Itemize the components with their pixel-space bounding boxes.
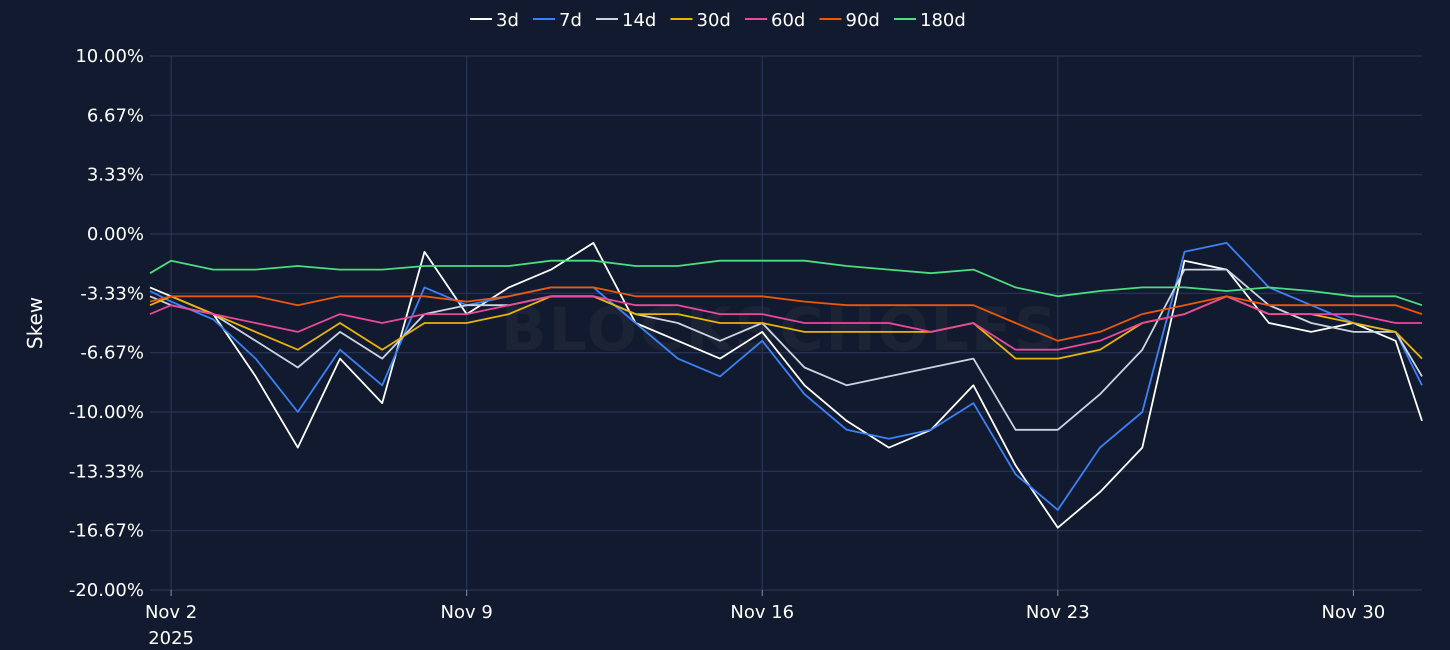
y-axis-label: Skew	[23, 297, 47, 349]
y-axis: 10.00% 6.67% 3.33% 0.00% -3.33% -6.67% -10.00%…	[69, 46, 144, 601]
legend-item-3d[interactable]: 3d	[470, 10, 519, 31]
series-line-14d	[149, 268, 1423, 431]
legend-label: 30d	[697, 10, 731, 31]
legend-item-180d[interactable]: 180d	[894, 10, 966, 31]
legend-label: 180d	[920, 10, 966, 31]
x-tick-label: Nov 2	[145, 602, 197, 623]
legend-label: 60d	[771, 10, 805, 31]
legend-item-14d[interactable]: 14d	[596, 10, 656, 31]
y-tick-label: -6.67%	[80, 343, 144, 364]
series-layer	[149, 241, 1423, 529]
legend-label: 7d	[559, 10, 582, 31]
y-tick-label: 0.00%	[87, 224, 144, 245]
series-line-60d	[149, 295, 1422, 351]
legend-item-60d[interactable]: 60d	[745, 10, 805, 31]
series-line-7d	[149, 241, 1423, 511]
series-line-180d	[149, 259, 1423, 307]
y-tick-label: -13.33%	[69, 461, 144, 482]
legend-item-30d[interactable]: 30d	[670, 10, 731, 31]
y-tick-label: 10.00%	[75, 46, 144, 67]
x-axis: Nov 2 2025 Nov 9 Nov 16 Nov 23 Nov 30	[145, 590, 1385, 649]
x-tick-label: Nov 9	[441, 602, 493, 623]
legend-item-90d[interactable]: 90d	[819, 10, 880, 31]
series-line-3d	[149, 241, 1423, 529]
legend-label: 3d	[496, 10, 519, 31]
y-tick-label: -10.00%	[69, 402, 144, 423]
y-tick-label: -16.67%	[69, 521, 144, 542]
y-tick-label: 6.67%	[87, 105, 144, 126]
y-tick-label: 3.33%	[87, 165, 144, 186]
x-tick-label: Nov 23	[1026, 602, 1090, 623]
y-tick-label: -20.00%	[69, 580, 144, 601]
legend: 3d 7d 14d 30d 60d 90d 180d	[470, 10, 966, 31]
x-tick-year-label: 2025	[148, 628, 194, 649]
x-tick-label: Nov 16	[730, 602, 794, 623]
legend-item-7d[interactable]: 7d	[533, 10, 582, 31]
legend-label: 90d	[846, 10, 880, 31]
y-tick-label: -3.33%	[80, 283, 144, 304]
x-tick-label: Nov 30	[1322, 602, 1386, 623]
legend-label: 14d	[622, 10, 656, 31]
series-line-90d	[149, 286, 1423, 342]
